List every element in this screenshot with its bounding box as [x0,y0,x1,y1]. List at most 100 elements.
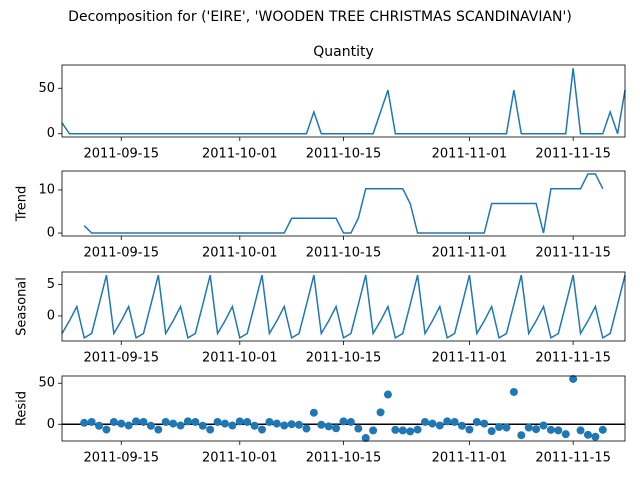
resid-point [146,421,155,430]
resid-point [317,420,326,429]
x-tick-label: 2011-10-15 [306,451,382,466]
resid-point [472,417,481,426]
resid-point [576,426,585,435]
resid-point [546,425,555,434]
resid-point [509,387,518,396]
x-tick-label: 2011-09-15 [83,351,159,366]
resid-point [109,417,118,426]
resid-point [332,424,341,433]
y-tick-label: 5 [47,277,55,292]
x-tick-label: 2011-11-01 [432,451,508,466]
resid-point [406,427,415,436]
x-tick-label: 2011-11-15 [535,451,611,466]
resid-point [369,426,378,435]
x-tick-label: 2011-10-15 [306,147,382,162]
resid-point [591,432,600,441]
resid-point [213,417,222,426]
resid-point [339,417,348,426]
resid-point [598,425,607,434]
resid-point [361,434,370,443]
resid-point [480,419,489,428]
x-tick-label: 2011-11-01 [432,246,508,261]
resid-point [206,425,215,434]
axes-title: Quantity [313,44,374,60]
resid-point [495,423,504,432]
resid-point [117,419,126,428]
x-tick-label: 2011-10-01 [202,351,278,366]
resid-point [539,421,548,430]
resid-point [250,421,259,430]
resid-point [183,417,192,426]
resid-point [420,417,429,426]
resid-point [169,419,178,428]
resid-point [295,420,304,429]
resid-point [569,374,578,383]
resid-point [80,418,89,427]
resid-point [287,420,296,429]
resid-point [413,425,422,434]
resid-point [280,421,289,430]
x-tick-label: 2011-10-15 [306,351,382,366]
y-tick-label: 0 [47,226,55,241]
resid-point [102,425,111,434]
y-tick-label: 50 [38,81,55,96]
resid-point [265,417,274,426]
resid-point [95,421,104,430]
resid-point [154,425,163,434]
x-tick-label: 2011-10-01 [202,147,278,162]
y-tick-label: 0 [47,126,55,141]
y-axis-label: Trend [15,186,30,223]
x-tick-label: 2011-11-15 [535,246,611,261]
resid-point [524,423,533,432]
resid-point [161,417,170,426]
resid-point [517,431,526,440]
resid-point [487,427,496,436]
y-tick-label: 10 [38,182,55,197]
x-tick-label: 2011-11-01 [432,351,508,366]
resid-point [376,408,385,417]
figure-title: Decomposition for ('EIRE', 'WOODEN TREE … [68,9,572,25]
axes-frame [61,170,626,237]
x-tick-label: 2011-09-15 [83,246,159,261]
y-axis-label: Seasonal [15,277,30,336]
resid-point [532,425,541,434]
y-tick-label: 0 [47,308,55,323]
x-tick-label: 2011-09-15 [83,451,159,466]
resid-point [302,424,311,433]
x-tick-label: 2011-11-01 [432,147,508,162]
x-tick-label: 2011-09-15 [83,147,159,162]
y-axis-label: Resid [15,391,30,426]
resid-point [435,421,444,430]
resid-point [450,417,459,426]
resid-point [272,419,281,428]
resid-point [502,423,511,432]
resid-point [124,421,133,430]
resid-point [398,426,407,435]
resid-point [391,425,400,434]
resid-point [383,390,392,399]
resid-point [243,417,252,426]
series-line [83,173,604,234]
axes-frame [61,375,626,442]
axes-frame [61,64,626,138]
resid-point [346,417,355,426]
resid-point [561,430,570,439]
resid-point [139,417,148,426]
resid-point [220,419,229,428]
series-line [61,274,626,340]
resid-point [443,417,452,426]
resid-point [258,425,267,434]
resid-point [554,426,563,435]
resid-point [198,421,207,430]
resid-point [324,422,333,431]
resid-point [132,417,141,426]
y-tick-label: 0 [47,417,55,432]
resid-point [176,421,185,430]
resid-point [428,419,437,428]
resid-point [235,417,244,426]
x-tick-label: 2011-10-15 [306,246,382,261]
resid-point [228,421,237,430]
resid-point [458,421,467,430]
